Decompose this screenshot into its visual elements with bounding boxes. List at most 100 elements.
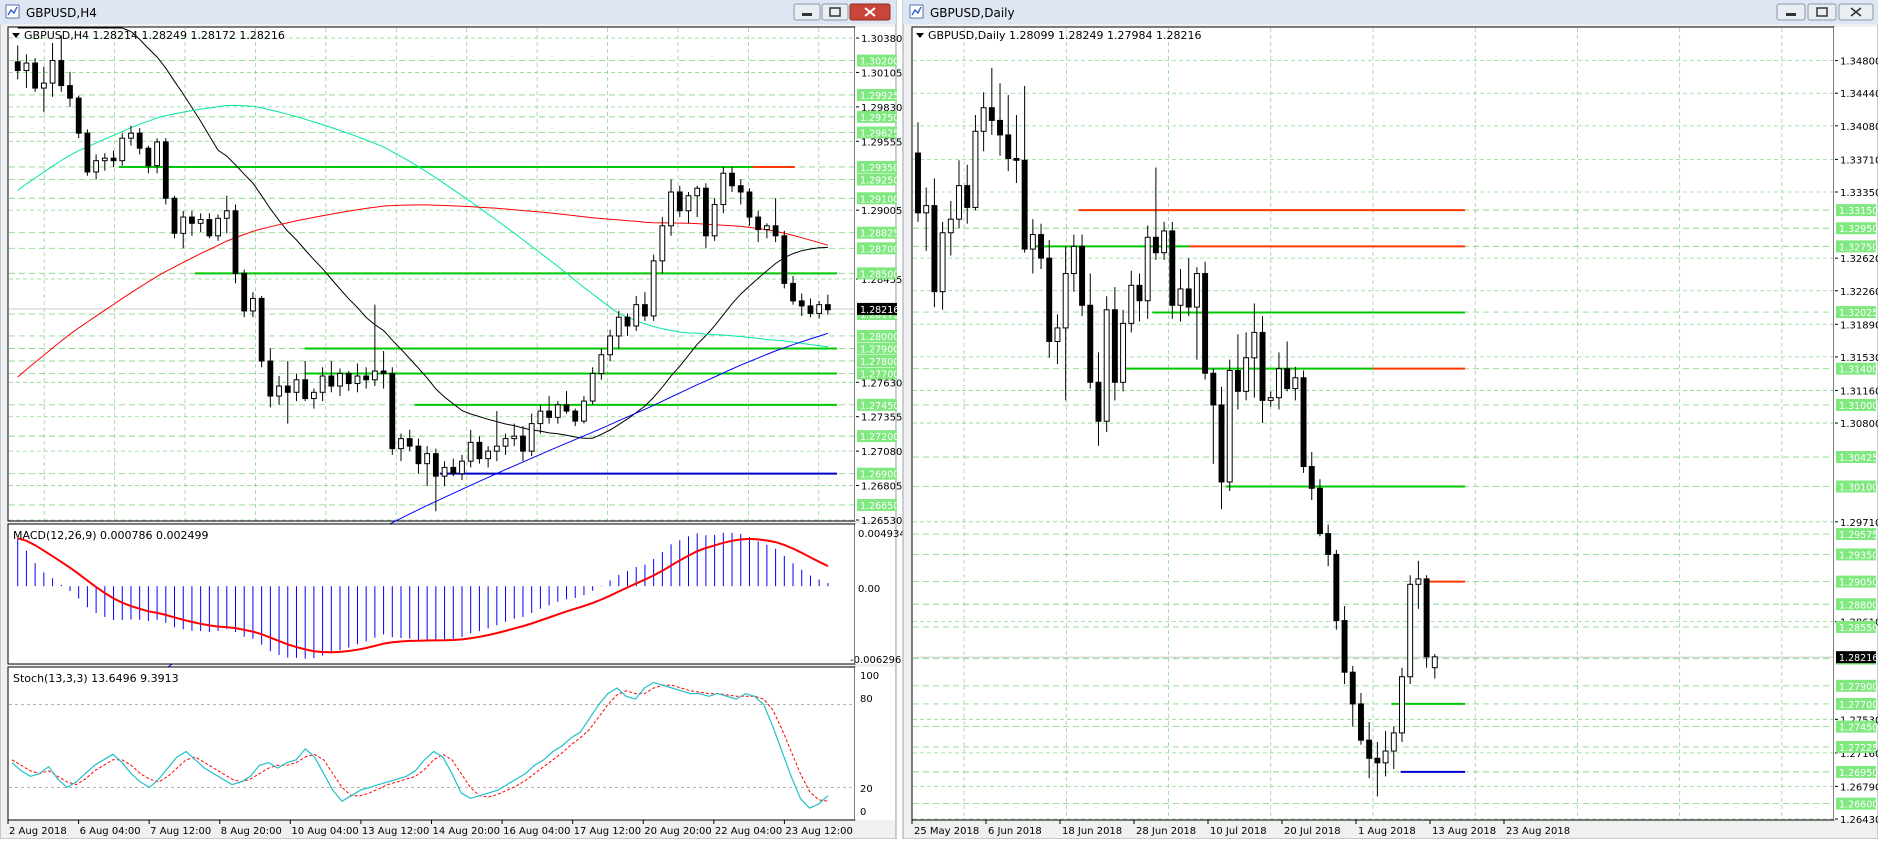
candle-bear bbox=[703, 187, 709, 237]
level-price-label: 1.29350 bbox=[1839, 550, 1878, 561]
left-title-bar[interactable]: GBPUSD,H4 bbox=[0, 0, 896, 24]
level-price-label-bg bbox=[857, 173, 897, 186]
level-price-label-bg bbox=[1836, 575, 1876, 588]
candle-bull bbox=[1382, 750, 1389, 764]
level-price-label: 1.28800 bbox=[1839, 600, 1878, 611]
time-tick-label: 22 Aug 04:00 bbox=[715, 826, 782, 837]
candle-bull bbox=[293, 379, 300, 393]
level-price-label: 1.27450 bbox=[860, 401, 899, 412]
level-price-label: 1.26900 bbox=[860, 470, 899, 481]
price-tick-label: 1.26530 bbox=[861, 516, 902, 527]
candle-bear bbox=[737, 185, 744, 193]
time-tick-label: 18 Jun 2018 bbox=[1062, 826, 1122, 837]
candle-bear bbox=[136, 132, 143, 149]
candle-bull bbox=[319, 375, 326, 393]
price-tick-label: 1.33710 bbox=[1840, 155, 1878, 166]
right-minimize-button[interactable] bbox=[1776, 3, 1806, 21]
candle-bull bbox=[685, 195, 692, 212]
macd-signal-line bbox=[17, 537, 829, 654]
candle-bull bbox=[816, 304, 823, 314]
left-price-pane[interactable]: GBPUSD,H4 1.28214 1.28249 1.28172 1.2821… bbox=[7, 26, 856, 799]
price-tick-label: 1.33350 bbox=[1840, 188, 1878, 199]
candle-bull bbox=[1103, 309, 1110, 422]
moving-average-mid-line bbox=[17, 104, 828, 348]
candle-bull bbox=[311, 391, 317, 400]
level-price-label: 1.27800 bbox=[860, 357, 899, 368]
price-tick-label: 1.29005 bbox=[861, 206, 902, 217]
candle-bear bbox=[1218, 404, 1225, 483]
price-tick-label: 1.31530 bbox=[1840, 353, 1878, 364]
candle-bull bbox=[1226, 369, 1233, 483]
level-price-label: 1.31400 bbox=[1839, 365, 1878, 376]
candle-bull bbox=[668, 191, 674, 227]
level-price-label: 1.32025 bbox=[1839, 308, 1878, 319]
candle-bear bbox=[1038, 234, 1045, 259]
last-price-label: 1.28216 bbox=[1839, 653, 1878, 664]
level-price-label: 1.30425 bbox=[1839, 453, 1878, 464]
price-tick-label: 1.26805 bbox=[861, 482, 902, 493]
level-price-label-bg bbox=[857, 192, 897, 205]
candle-bull bbox=[1275, 368, 1282, 399]
left-stoch-pane[interactable]: Stoch(13,3,3) 13.6496 9.3913 bbox=[7, 666, 856, 821]
price-tick-label: 1.27355 bbox=[861, 413, 902, 424]
left-minimize-button[interactable] bbox=[793, 3, 821, 21]
right-price-axis[interactable]: 1.34800 1.34440 1.34080 1.33710 1.33350 1.326… bbox=[1834, 27, 1878, 826]
left-close-button[interactable] bbox=[849, 3, 891, 21]
candle-bull bbox=[49, 60, 56, 84]
level-price-label-bg bbox=[1836, 765, 1876, 778]
candle-bear bbox=[729, 172, 735, 187]
left-price-axis[interactable]: 1.30380 1.30105 1.29830 1.29555 1.29005 1.284… bbox=[855, 27, 902, 527]
candle-bear bbox=[1095, 381, 1102, 422]
candle-bull bbox=[493, 445, 500, 452]
left-maximize-button[interactable] bbox=[821, 3, 849, 21]
candle-bear bbox=[162, 141, 169, 199]
level-price-label: 1.28175 bbox=[860, 310, 899, 321]
right-price-pane[interactable]: GBPUSD,Daily 1.28099 1.28249 1.27984 1.2… bbox=[911, 26, 1835, 821]
candle-bear bbox=[824, 304, 831, 311]
candle-bear bbox=[1349, 671, 1356, 705]
right-close-button[interactable] bbox=[1838, 3, 1874, 21]
price-tick-label: 1.31160 bbox=[1840, 386, 1878, 397]
right-chart-window[interactable]: GBPUSD,Daily GBPUSD,Daily 1.28099 1.2824… bbox=[902, 0, 1878, 840]
price-tick-label: 1.27160 bbox=[1840, 749, 1878, 760]
level-price-label-bg bbox=[1836, 362, 1876, 375]
candle-bear bbox=[206, 219, 213, 237]
chart-window-icon bbox=[909, 4, 924, 19]
candle-bear bbox=[1308, 466, 1315, 489]
time-tick-label: 13 Aug 2018 bbox=[1432, 826, 1496, 837]
left-chart-window[interactable]: GBPUSD,H4 GBPUSD,H4 1.28214 1 bbox=[0, 0, 906, 840]
candle-bear bbox=[563, 404, 570, 412]
candle-bull bbox=[694, 187, 701, 197]
candle-bull bbox=[554, 404, 561, 418]
right-maximize-button[interactable] bbox=[1807, 3, 1837, 21]
time-tick-label: 17 Aug 12:00 bbox=[574, 826, 641, 837]
candle-bear bbox=[997, 119, 1003, 136]
level-price-label-bg bbox=[1836, 398, 1876, 411]
stoch-tick-20: 20 bbox=[860, 784, 873, 795]
candle-bear bbox=[1316, 487, 1323, 535]
candle-bull bbox=[615, 316, 622, 337]
candle-bull bbox=[424, 453, 431, 465]
price-tick-label: 1.34800 bbox=[1840, 57, 1878, 68]
left-macd-pane[interactable]: MACD(12,26,9) 0.000786 0.002499 bbox=[7, 523, 856, 665]
level-price-label-bg bbox=[1836, 548, 1876, 561]
candle-bull bbox=[128, 132, 134, 139]
level-price-label-bg bbox=[1836, 222, 1876, 235]
level-price-label: 1.32950 bbox=[1839, 224, 1878, 235]
candle-bear bbox=[345, 373, 352, 385]
candle-bear bbox=[915, 152, 921, 214]
level-price-label-bg bbox=[1836, 697, 1876, 710]
level-price-label: 1.29100 bbox=[860, 194, 899, 205]
left-macd-axis: 0.004934 0.00 -0.006296 bbox=[850, 524, 906, 666]
candle-bear bbox=[1325, 533, 1332, 555]
candle-bear bbox=[415, 445, 422, 465]
candle-bear bbox=[1210, 372, 1217, 406]
candle-bear bbox=[267, 360, 274, 397]
level-price-label-bg bbox=[857, 430, 897, 443]
level-price-label: 1.27900 bbox=[860, 344, 899, 355]
time-tick-label: 20 Jul 2018 bbox=[1284, 826, 1341, 837]
candle-bull bbox=[459, 460, 465, 475]
right-title-bar[interactable]: GBPUSD,Daily bbox=[903, 0, 1878, 24]
candle-bull bbox=[947, 218, 954, 234]
candle-bear bbox=[450, 466, 457, 475]
